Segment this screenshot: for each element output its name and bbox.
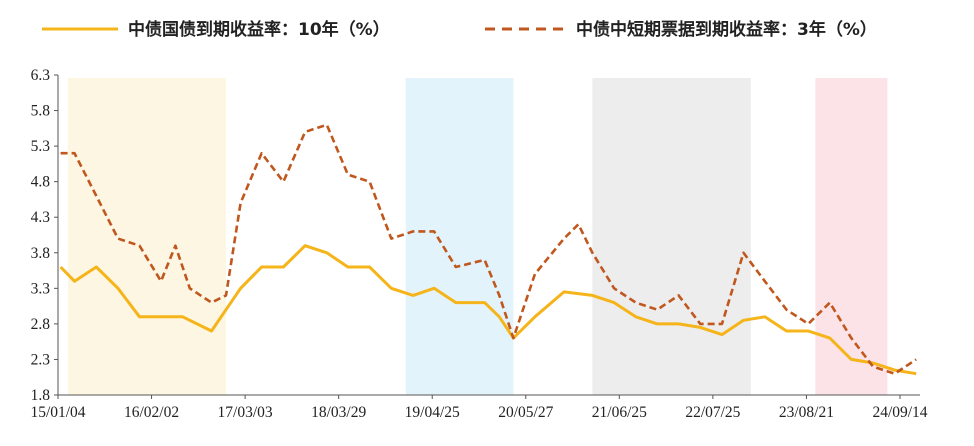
x-tick-label: 18/03/29 [311, 404, 366, 421]
x-tick-label: 15/01/04 [30, 404, 85, 421]
y-tick-label: 1.8 [31, 387, 51, 404]
y-tick-label: 5.3 [31, 138, 51, 155]
series-lines [59, 123, 917, 376]
y-tick-label: 3.8 [31, 245, 51, 262]
axes [57, 75, 920, 396]
x-axis-ticks: 15/01/04 16/02/02 17/03/03 18/03/29 19/04/25… [30, 395, 928, 421]
x-tick-label: 23/08/21 [779, 404, 834, 421]
y-tick-label: 4.3 [31, 209, 51, 226]
x-tick-label: 19/04/25 [405, 404, 460, 421]
y-tick-label: 3.3 [31, 280, 51, 297]
x-tick-label: 20/05/27 [498, 404, 553, 421]
y-tick-label: 5.8 [31, 103, 51, 120]
y-tick-label: 2.8 [31, 316, 51, 333]
shaded-period-1 [67, 78, 226, 395]
x-tick-label: 17/03/03 [218, 404, 273, 421]
legend-label-series-1: 中债国债到期收益率：10年（%） [128, 19, 390, 40]
y-tick-label: 4.8 [31, 174, 51, 191]
series-line-1 [59, 244, 917, 376]
x-tick-label: 16/02/02 [124, 404, 179, 421]
x-tick-label: 22/07/25 [685, 404, 740, 421]
x-tick-label: 24/09/14 [872, 404, 927, 421]
shaded-periods [67, 78, 888, 395]
y-tick-label: 6.3 [31, 67, 51, 84]
x-tick-label: 21/06/25 [592, 404, 647, 421]
series-line-2 [60, 123, 917, 376]
shaded-period-2 [405, 78, 514, 395]
legend-label-series-2: 中债中短期票据到期收益率：3年（%） [576, 19, 877, 40]
shaded-period-3 [592, 78, 751, 395]
shaded-period-4 [815, 78, 888, 395]
y-axis-ticks: 1.8 2.3 2.8 3.3 3.8 4.3 4.8 5.3 5.8 6.3 [31, 67, 58, 404]
y-tick-label: 2.3 [31, 351, 51, 368]
legend: 中债国债到期收益率：10年（%） 中债中短期票据到期收益率：3年（%） [42, 19, 877, 40]
